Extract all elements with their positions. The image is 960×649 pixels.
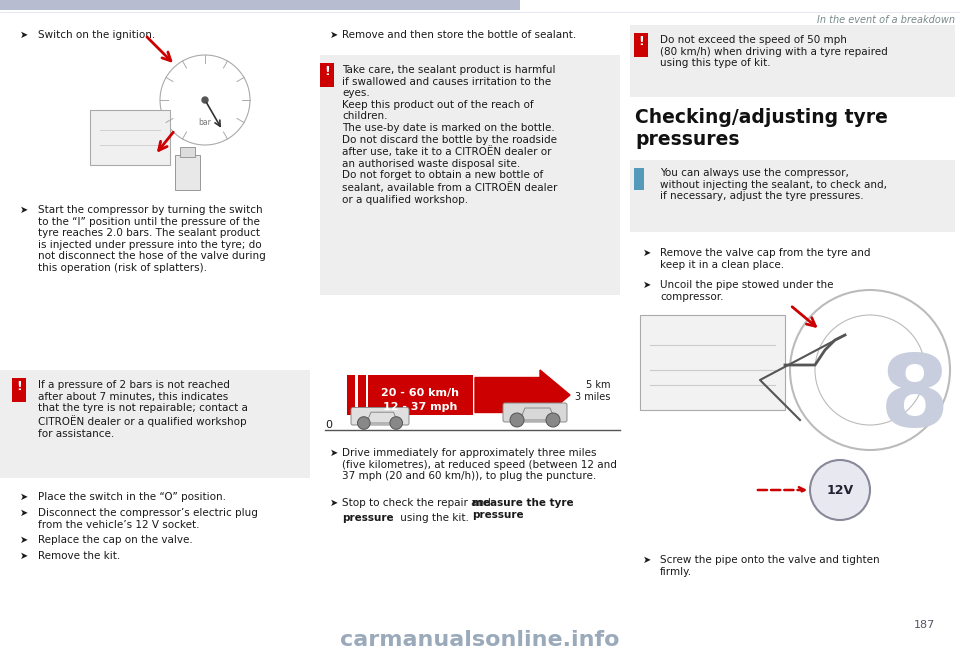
Text: pressure: pressure — [342, 513, 394, 523]
Text: !: ! — [324, 65, 330, 78]
Text: If a pressure of 2 bars is not reached
after about 7 minutes, this indicates
tha: If a pressure of 2 bars is not reached a… — [38, 380, 248, 439]
Text: 12 - 37 mph: 12 - 37 mph — [383, 402, 457, 412]
Text: Remove and then store the bottle of sealant.: Remove and then store the bottle of seal… — [342, 30, 576, 40]
Text: ➤: ➤ — [20, 492, 28, 502]
Bar — [630, 25, 955, 97]
Text: ➤: ➤ — [20, 205, 28, 215]
Text: bar: bar — [199, 118, 211, 127]
Text: You can always use the compressor,
without injecting the sealant, to check and,
: You can always use the compressor, witho… — [660, 168, 887, 201]
FancyArrow shape — [475, 370, 570, 420]
Circle shape — [510, 413, 524, 427]
Circle shape — [546, 413, 560, 427]
Bar — [630, 160, 955, 232]
Text: ➤: ➤ — [20, 30, 28, 40]
Text: 12V: 12V — [827, 484, 853, 496]
Bar — [0, 370, 310, 478]
Text: Disconnect the compressor’s electric plug
from the vehicle’s 12 V socket.: Disconnect the compressor’s electric plu… — [38, 508, 258, 530]
Text: Replace the cap on the valve.: Replace the cap on the valve. — [38, 535, 193, 545]
FancyBboxPatch shape — [351, 408, 409, 425]
Text: Take care, the sealant product is harmful
if swallowed and causes irritation to : Take care, the sealant product is harmfu… — [342, 65, 558, 205]
Text: ➤: ➤ — [330, 448, 338, 458]
Polygon shape — [520, 408, 555, 420]
Bar — [175, 155, 200, 190]
Text: Remove the kit.: Remove the kit. — [38, 551, 120, 561]
Text: Screw the pipe onto the valve and tighten
firmly.: Screw the pipe onto the valve and tighte… — [660, 555, 879, 576]
Text: measure the tyre
pressure: measure the tyre pressure — [472, 498, 574, 520]
Text: Do not exceed the speed of 50 mph
(80 km/h) when driving with a tyre repaired
us: Do not exceed the speed of 50 mph (80 km… — [660, 35, 888, 68]
Circle shape — [357, 417, 371, 429]
Text: Stop to check the repair and: Stop to check the repair and — [342, 498, 494, 508]
Text: 0: 0 — [325, 420, 332, 430]
Text: Switch on the ignition.: Switch on the ignition. — [38, 30, 156, 40]
Text: !: ! — [16, 380, 22, 393]
Bar — [640, 315, 785, 410]
Text: Uncoil the pipe stowed under the
compressor.: Uncoil the pipe stowed under the compres… — [660, 280, 833, 302]
Text: ➤: ➤ — [330, 30, 338, 40]
Text: ➤: ➤ — [20, 535, 28, 545]
Text: Remove the valve cap from the tyre and
keep it in a clean place.: Remove the valve cap from the tyre and k… — [660, 248, 871, 269]
Text: using the kit.: using the kit. — [397, 513, 468, 523]
Text: Drive immediately for approximately three miles
(five kilometres), at reduced sp: Drive immediately for approximately thre… — [342, 448, 617, 481]
Text: In the event of a breakdown: In the event of a breakdown — [817, 15, 955, 25]
Bar — [12, 378, 26, 402]
Text: ➤: ➤ — [643, 248, 651, 258]
Text: ➤: ➤ — [330, 498, 338, 508]
Text: ➤: ➤ — [643, 280, 651, 290]
Polygon shape — [367, 412, 398, 423]
Circle shape — [202, 97, 208, 103]
Bar — [634, 168, 644, 190]
Text: ➤: ➤ — [20, 508, 28, 518]
Text: 187: 187 — [914, 620, 935, 630]
Bar — [320, 63, 334, 87]
Bar — [368, 375, 473, 415]
Bar — [90, 110, 170, 165]
FancyBboxPatch shape — [503, 403, 567, 422]
Text: 20 - 60 km/h: 20 - 60 km/h — [381, 388, 459, 398]
Bar — [358, 375, 366, 415]
Bar — [180, 147, 195, 157]
Text: 5 km
3 miles: 5 km 3 miles — [575, 380, 610, 402]
Bar — [320, 55, 620, 295]
Circle shape — [810, 460, 870, 520]
Bar — [634, 33, 648, 57]
Bar — [347, 375, 355, 415]
Text: Place the switch in the “O” position.: Place the switch in the “O” position. — [38, 492, 226, 502]
Text: 8: 8 — [880, 352, 950, 448]
Circle shape — [390, 417, 402, 429]
Text: carmanualsonline.info: carmanualsonline.info — [340, 630, 620, 649]
Text: ➤: ➤ — [20, 551, 28, 561]
Text: ➤: ➤ — [643, 555, 651, 565]
Text: !: ! — [638, 35, 644, 48]
Text: Checking/adjusting tyre
pressures: Checking/adjusting tyre pressures — [635, 108, 888, 149]
Bar — [0, 0, 520, 10]
Text: Start the compressor by turning the switch
to the “I” position until the pressur: Start the compressor by turning the swit… — [38, 205, 266, 273]
